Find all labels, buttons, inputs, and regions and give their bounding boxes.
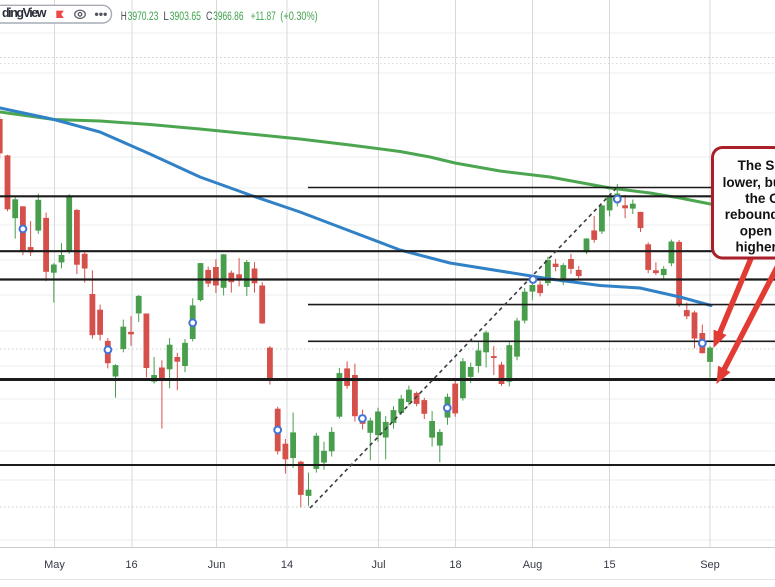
svg-text:3970.23: 3970.23 — [128, 11, 159, 23]
svg-text:H: H — [121, 11, 127, 23]
svg-text:L: L — [163, 11, 169, 23]
svg-text:rebounded: rebounded — [725, 207, 775, 222]
svg-text:C: C — [206, 11, 213, 23]
svg-text:open to: open to — [740, 224, 775, 239]
svg-text:lower, but: lower, but — [723, 175, 775, 190]
svg-text:14: 14 — [281, 559, 293, 571]
svg-text:+11.87: +11.87 — [251, 11, 276, 23]
svg-text:the O: the O — [745, 191, 775, 206]
svg-text:16: 16 — [125, 559, 137, 571]
svg-text:Sep: Sep — [700, 559, 720, 571]
svg-text:Jun: Jun — [208, 559, 226, 571]
svg-text:3903.65: 3903.65 — [170, 11, 201, 23]
svg-text:The S&P: The S&P — [738, 158, 775, 173]
svg-text:18: 18 — [449, 559, 461, 571]
svg-text:Jul: Jul — [371, 559, 385, 571]
svg-text:dingView: dingView — [2, 6, 47, 20]
svg-text:higher on: higher on — [736, 240, 775, 255]
svg-text:3966.86: 3966.86 — [213, 11, 243, 23]
svg-text:(+0.30%): (+0.30%) — [280, 11, 318, 23]
svg-text:Aug: Aug — [523, 559, 543, 571]
svg-text:15: 15 — [603, 559, 615, 571]
svg-text:May: May — [44, 559, 65, 571]
